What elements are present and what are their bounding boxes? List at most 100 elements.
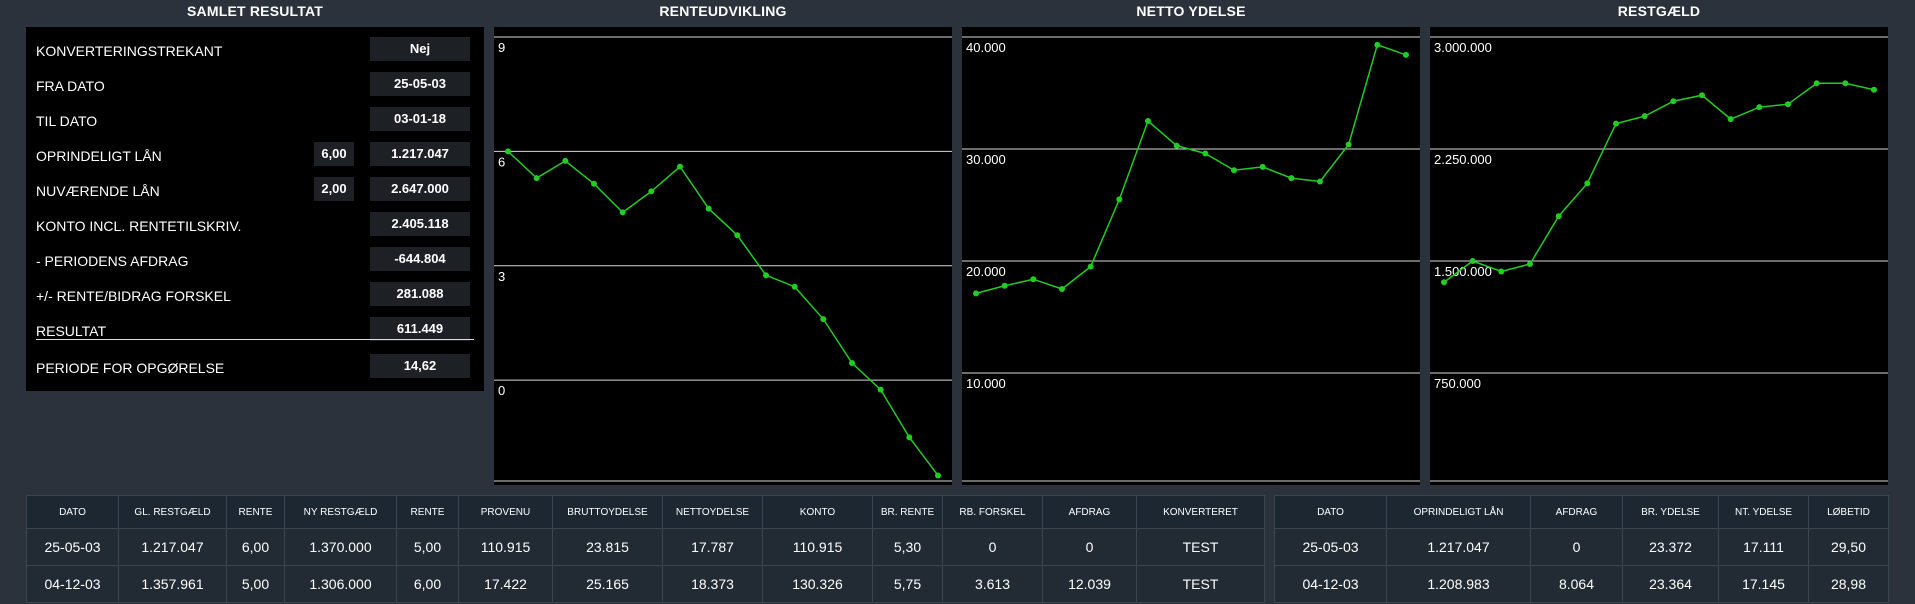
column-header[interactable]: RENTE (226, 495, 285, 529)
table-cell: 25.165 (552, 565, 663, 603)
summary-value[interactable]: 2.647.000 (370, 177, 470, 201)
data-point[interactable] (1871, 86, 1877, 93)
column-header[interactable]: LØBETID (1808, 495, 1889, 529)
data-point[interactable] (849, 359, 855, 366)
laan-table: DATO OPRINDELIGT LÅN AFDRAG BR. YDELSE N… (1274, 495, 1889, 603)
data-point[interactable] (1842, 80, 1849, 87)
column-header[interactable]: KONVERTERET (1136, 495, 1265, 529)
table-row[interactable]: 04-12-03 1.357.961 5,00 1.306.000 6,00 1… (26, 565, 1265, 603)
table-cell: 17.787 (662, 528, 763, 566)
data-point[interactable] (935, 472, 941, 479)
series-line (1443, 82, 1875, 283)
data-point[interactable] (677, 163, 683, 170)
data-point[interactable] (1116, 196, 1123, 203)
data-point[interactable] (1087, 263, 1094, 270)
data-point[interactable] (1030, 276, 1037, 283)
data-point[interactable] (648, 188, 655, 195)
summary-value[interactable]: 14,62 (370, 354, 470, 378)
column-header[interactable]: RENTE (396, 495, 459, 529)
table-cell: 0 (942, 528, 1043, 566)
data-point[interactable] (1259, 163, 1266, 170)
y-tick-label: 9 (498, 40, 505, 55)
data-point[interactable] (1231, 167, 1237, 174)
summary-label: - PERIODENS AFDRAG (36, 253, 189, 269)
data-point[interactable] (1441, 279, 1447, 286)
data-point[interactable] (734, 232, 741, 239)
table-row[interactable]: 25-05-03 1.217.047 6,00 1.370.000 5,00 1… (26, 528, 1265, 566)
column-header[interactable]: RB. FORSKEL (942, 495, 1043, 529)
summary-value[interactable]: Nej (370, 37, 470, 61)
data-point[interactable] (1202, 150, 1209, 157)
summary-value[interactable]: 611.449 (370, 317, 470, 341)
data-point[interactable] (1059, 286, 1065, 292)
data-point[interactable] (973, 290, 979, 297)
data-point[interactable] (1469, 258, 1476, 264)
column-header[interactable]: NY RESTGÆLD (284, 495, 397, 529)
data-point[interactable] (591, 180, 597, 187)
data-point[interactable] (1756, 104, 1763, 111)
data-point[interactable] (505, 148, 511, 155)
data-point[interactable] (1727, 116, 1734, 123)
summary-value[interactable]: -644.804 (370, 247, 470, 271)
data-point[interactable] (1001, 282, 1008, 289)
data-point[interactable] (791, 283, 798, 290)
data-point[interactable] (763, 272, 769, 279)
data-point[interactable] (1403, 51, 1409, 58)
data-point[interactable] (533, 175, 540, 182)
summary-rate[interactable]: 2,00 (314, 177, 354, 201)
data-point[interactable] (1641, 113, 1648, 120)
chart-title-netto-ydelse: NETTO YDELSE (1136, 3, 1246, 19)
data-point[interactable] (1584, 180, 1591, 187)
column-header[interactable]: PROVENU (458, 495, 553, 529)
table-cell: 28,98 (1808, 565, 1889, 603)
y-tick-label: 0 (498, 383, 505, 398)
data-point[interactable] (1173, 142, 1180, 149)
column-header[interactable]: GL. RESTGÆLD (118, 495, 227, 529)
column-header[interactable]: NETTOYDELSE (662, 495, 763, 529)
data-point[interactable] (906, 434, 913, 441)
summary-value[interactable]: 1.217.047 (370, 142, 470, 166)
data-point[interactable] (1699, 92, 1705, 99)
data-point[interactable] (1345, 141, 1352, 148)
table-cell: 23.364 (1622, 565, 1719, 603)
column-header[interactable]: AFDRAG (1042, 495, 1137, 529)
column-header[interactable]: NT. YDELSE (1718, 495, 1809, 529)
y-tick-label: 20.000 (966, 264, 1006, 279)
column-header[interactable]: DATO (26, 495, 119, 529)
column-header[interactable]: BR. RENTE (872, 495, 943, 529)
summary-value[interactable]: 03-01-18 (370, 107, 470, 131)
data-point[interactable] (1613, 120, 1619, 127)
data-point[interactable] (705, 205, 712, 212)
table-row[interactable]: 04-12-03 1.208.983 8.064 23.364 17.145 2… (1274, 565, 1889, 603)
data-point[interactable] (1813, 80, 1820, 87)
data-point[interactable] (1374, 41, 1381, 48)
chart-renteudvikling: 9 6 3 0 (494, 27, 952, 485)
summary-value[interactable]: 2.405.118 (370, 212, 470, 236)
data-point[interactable] (1317, 178, 1323, 185)
data-point[interactable] (877, 386, 884, 393)
data-point[interactable] (1555, 213, 1562, 220)
column-header[interactable]: BR. YDELSE (1622, 495, 1719, 529)
column-header[interactable]: BRUTTOYDELSE (552, 495, 663, 529)
data-point[interactable] (1670, 98, 1677, 105)
data-point[interactable] (1288, 175, 1295, 182)
table-row[interactable]: 25-05-03 1.217.047 0 23.372 17.111 29,50 (1274, 528, 1889, 566)
column-header[interactable]: AFDRAG (1530, 495, 1623, 529)
column-header[interactable]: KONTO (762, 495, 873, 529)
column-header[interactable]: OPRINDELIGT LÅN (1386, 495, 1531, 529)
summary-rate[interactable]: 6,00 (314, 142, 354, 166)
data-point[interactable] (1527, 260, 1533, 267)
column-header[interactable]: DATO (1274, 495, 1387, 529)
summary-value[interactable]: 25-05-03 (370, 72, 470, 96)
data-point[interactable] (1498, 268, 1505, 275)
data-point[interactable] (619, 209, 626, 216)
summary-label: NUVÆRENDE LÅN (36, 183, 160, 199)
summary-row-konto: KONTO INCL. RENTETILSKRIV. 2.405.118 (36, 207, 474, 237)
data-point[interactable] (1785, 101, 1791, 108)
summary-row-oprindeligt-laan: OPRINDELIGT LÅN 6,00 1.217.047 (36, 137, 474, 167)
summary-value[interactable]: 281.088 (370, 282, 470, 306)
data-point[interactable] (820, 316, 827, 323)
data-point[interactable] (562, 157, 569, 164)
table-cell: 5,75 (872, 565, 943, 603)
data-point[interactable] (1145, 118, 1151, 124)
